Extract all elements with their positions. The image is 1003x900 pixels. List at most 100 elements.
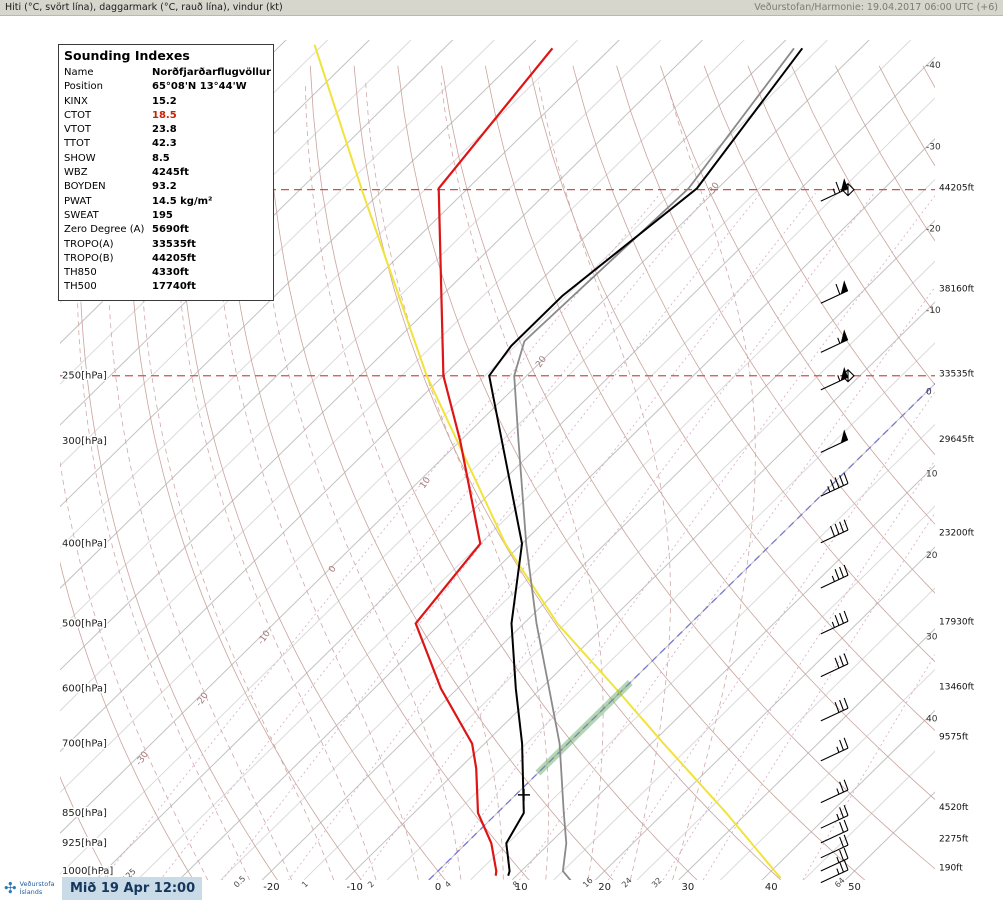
index-value: 93.2	[152, 181, 177, 193]
index-value: 195	[152, 209, 173, 221]
index-row: TH500 17740ft	[64, 280, 269, 294]
index-rows: Name Norðfjarðarflugvöllur Position 65°08'N…	[64, 66, 272, 295]
index-row: VTOT 23.8	[64, 123, 269, 137]
index-label: TH500	[64, 281, 97, 293]
svg-text:1: 1	[300, 879, 310, 889]
svg-text:400[hPa]: 400[hPa]	[62, 539, 107, 550]
right-temp-labels: -40 -30 -20 -10 0 10 20 30 40	[926, 61, 941, 724]
index-label: Zero Degree (A)	[64, 224, 145, 236]
index-row: CTOT 18.5	[64, 109, 269, 123]
temperature-line	[488, 47, 804, 876]
index-value: Norðfjarðarflugvöllur	[152, 67, 272, 78]
svg-text:50: 50	[848, 882, 861, 893]
index-value: 8.5	[152, 152, 170, 164]
index-value: 4330ft	[152, 267, 189, 279]
index-value: 17740ft	[152, 281, 196, 293]
svg-text:-20: -20	[194, 691, 211, 709]
index-value: 65°08'N 13°44'W	[152, 81, 247, 93]
svg-text:29645ft: 29645ft	[939, 435, 975, 445]
svg-text:4520ft: 4520ft	[939, 803, 969, 813]
index-value: 4245ft	[152, 167, 189, 179]
index-value: 15.2	[152, 95, 177, 107]
dewpoint-line	[414, 47, 554, 876]
moist-adiabats	[60, 82, 756, 880]
svg-text:850[hPa]: 850[hPa]	[62, 808, 107, 819]
tropopause-marker	[841, 182, 855, 197]
logo-text: Veðurstofa Íslands	[19, 880, 55, 896]
svg-text:2275ft: 2275ft	[939, 834, 969, 844]
svg-text:-30: -30	[134, 750, 151, 768]
index-row: Name Norðfjarðarflugvöllur	[64, 66, 272, 80]
index-row: WBZ 4245ft	[64, 166, 269, 180]
index-label: TTOT	[64, 138, 91, 150]
index-label: Position	[64, 81, 103, 93]
index-label: TH850	[64, 267, 97, 279]
index-row: KINX 15.2	[64, 95, 269, 109]
index-label: SWEAT	[64, 209, 99, 221]
svg-text:38160ft: 38160ft	[939, 285, 975, 295]
freezing-highlight-segment	[535, 680, 633, 776]
index-row: BOYDEN 93.2	[64, 180, 269, 194]
svg-text:40: 40	[926, 714, 938, 724]
index-label: TROPO(A)	[64, 238, 114, 250]
index-label: Name	[64, 67, 94, 78]
svg-text:32: 32	[650, 876, 664, 890]
svg-text:33535ft: 33535ft	[939, 370, 975, 380]
svg-text:0: 0	[327, 564, 339, 575]
vedurstofa-logo: ✣ Veðurstofa Íslands	[0, 877, 62, 900]
index-label: TROPO(B)	[64, 252, 114, 264]
svg-text:17930ft: 17930ft	[939, 617, 975, 627]
svg-text:600[hPa]: 600[hPa]	[62, 684, 107, 695]
svg-text:10: 10	[515, 882, 528, 893]
index-row: SWEAT 195	[64, 209, 269, 223]
svg-text:9575ft: 9575ft	[939, 732, 969, 742]
svg-text:-10: -10	[256, 629, 273, 647]
index-row: PWAT 14.5 kg/m²	[64, 195, 269, 209]
svg-text:-20: -20	[263, 882, 279, 893]
svg-text:24: 24	[620, 876, 634, 890]
aux-gray-line	[513, 47, 795, 880]
wind-barbs	[820, 178, 849, 884]
isotherm-grid	[60, 40, 935, 880]
svg-text:0: 0	[926, 388, 932, 398]
parcel-cross-marker	[517, 788, 530, 801]
altitude-labels: 44205ft 38160ft 33535ft 29645ft 23200ft 17930…	[939, 184, 975, 874]
svg-text:30: 30	[926, 633, 938, 643]
top-info-bar: Hiti (°C, svört lína), daggarmark (°C, r…	[0, 0, 1003, 16]
svg-text:44205ft: 44205ft	[939, 184, 975, 194]
index-row: TROPO(A) 33535ft	[64, 238, 269, 252]
index-row: Zero Degree (A) 5690ft	[64, 223, 269, 237]
svg-text:16: 16	[581, 876, 595, 890]
svg-text:20: 20	[926, 551, 938, 561]
index-label: VTOT	[64, 124, 91, 136]
index-label: KINX	[64, 95, 88, 107]
index-label: WBZ	[64, 167, 88, 179]
index-value: 44205ft	[152, 252, 196, 264]
index-label: BOYDEN	[64, 181, 106, 193]
svg-text:190ft: 190ft	[939, 863, 963, 873]
sounding-indexes-panel: Sounding Indexes Name Norðfjarðarflugvöll…	[58, 44, 274, 301]
plot-area	[60, 40, 935, 880]
index-row: SHOW 8.5	[64, 152, 269, 166]
footer-bar: ✣ Veðurstofa Íslands Mið 19 Apr 12:00	[0, 877, 202, 900]
index-value: 5690ft	[152, 224, 189, 236]
svg-text:500[hPa]: 500[hPa]	[62, 618, 107, 629]
svg-text:-30: -30	[705, 181, 722, 199]
svg-text:-10: -10	[347, 882, 363, 893]
svg-text:4: 4	[443, 879, 453, 889]
svg-text:20: 20	[534, 354, 549, 369]
valid-time-label: Mið 19 Apr 12:00	[62, 877, 202, 900]
svg-text:-30: -30	[926, 143, 941, 153]
svg-text:23200ft: 23200ft	[939, 529, 975, 539]
svg-text:925[hPa]: 925[hPa]	[62, 838, 107, 849]
svg-text:30: 30	[682, 882, 695, 893]
yellow-reference-line	[313, 44, 782, 879]
index-row: TTOT 42.3	[64, 137, 269, 151]
svg-text:10: 10	[418, 475, 433, 490]
svg-text:13460ft: 13460ft	[939, 683, 975, 693]
model-run-text: Veðurstofan/Harmonie: 19.04.2017 06:00 U…	[754, 2, 998, 13]
svg-text:10: 10	[926, 469, 938, 479]
index-value: 14.5 kg/m²	[152, 195, 213, 207]
index-row: Position 65°08'N 13°44'W	[64, 80, 269, 94]
